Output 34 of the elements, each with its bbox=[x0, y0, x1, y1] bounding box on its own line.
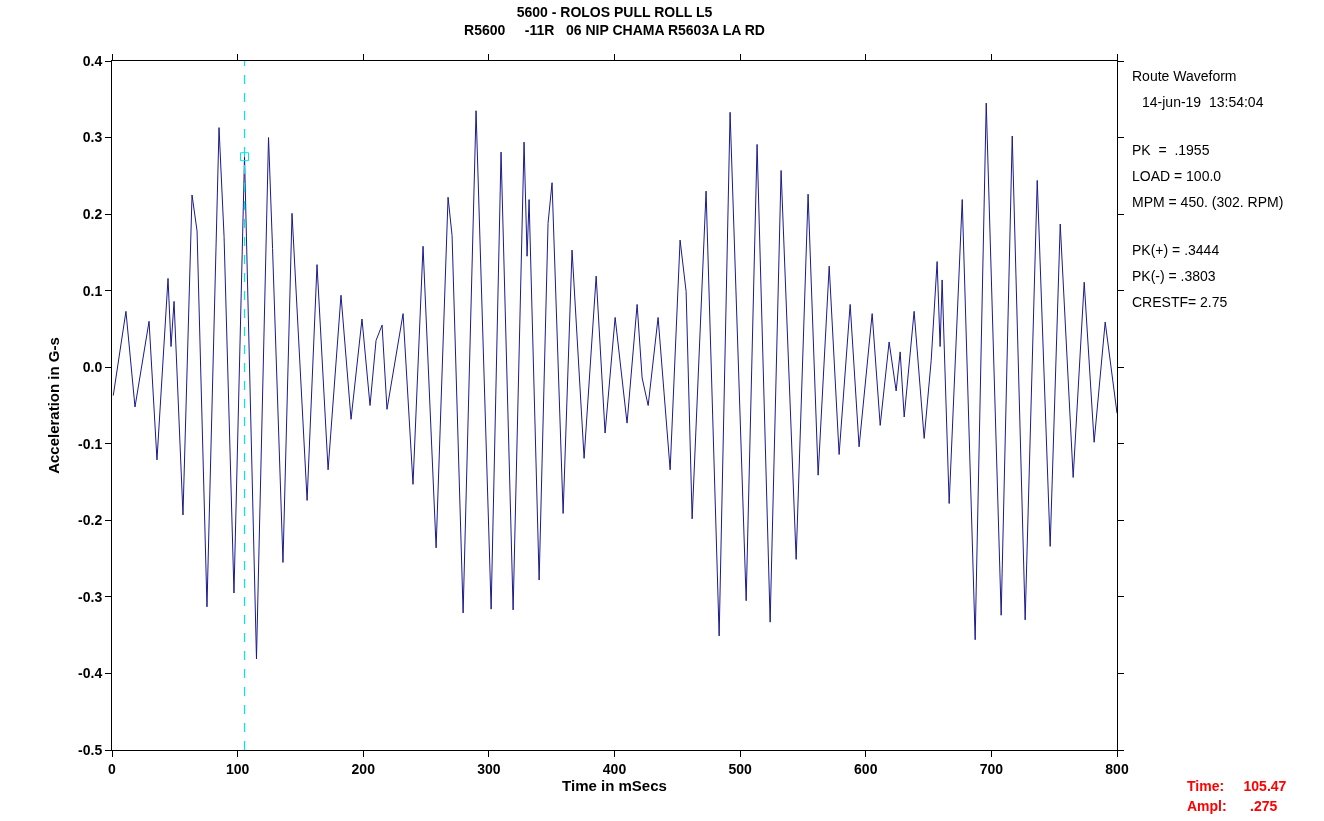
y-tick-label: 0.2 bbox=[82, 206, 103, 223]
text: 14-jun-19 13:54:04 bbox=[1142, 94, 1264, 110]
text: LOAD = 100.0 bbox=[1132, 168, 1222, 184]
text: MPM = 450. (302. RPM) bbox=[1132, 194, 1284, 210]
x-tick-label: 800 bbox=[1105, 760, 1129, 777]
x-tick-label: 700 bbox=[979, 760, 1004, 777]
y-tick-label: -0.2 bbox=[78, 512, 103, 529]
x-tick-label: 100 bbox=[225, 760, 250, 777]
line-series bbox=[112, 102, 1117, 660]
text: CRESTF= 2.75 bbox=[1132, 294, 1228, 310]
y-tick-label: -0.3 bbox=[78, 588, 103, 605]
text: Ampl: .275 bbox=[1187, 798, 1278, 814]
y-tick-label: -0.5 bbox=[78, 741, 103, 758]
y-tick-label: 0.4 bbox=[82, 52, 103, 69]
y-tick-label: -0.1 bbox=[78, 435, 103, 452]
chart-title: 5600 - ROLOS PULL ROLL L5 bbox=[516, 3, 713, 20]
x-tick-label: 200 bbox=[351, 760, 376, 777]
x-tick-label: 600 bbox=[854, 760, 878, 777]
x-tick-label: 0 bbox=[108, 760, 117, 777]
text: PK(+) = .3444 bbox=[1132, 242, 1220, 258]
x-axis-title: Time in mSecs bbox=[562, 776, 667, 794]
x-tick-label: 300 bbox=[477, 760, 501, 777]
y-tick-label: 0.3 bbox=[82, 129, 103, 146]
y-tick-label: -0.4 bbox=[78, 665, 103, 682]
x-tick-label: 500 bbox=[728, 760, 753, 777]
x-tick-label: 400 bbox=[602, 760, 627, 777]
text: PK = .1955 bbox=[1132, 142, 1210, 158]
text: Time: 105.47 bbox=[1187, 778, 1287, 794]
chart-subtitle: R5600 -11R 06 NIP CHAMA R5603A LA RD bbox=[464, 22, 765, 38]
y-axis-title: Acceleration in G-s bbox=[45, 337, 63, 474]
y-tick-label: 0.1 bbox=[82, 282, 103, 299]
text: PK(-) = .3803 bbox=[1132, 268, 1216, 284]
y-tick-label: 0.0 bbox=[82, 359, 103, 376]
text: Route Waveform bbox=[1132, 68, 1237, 84]
